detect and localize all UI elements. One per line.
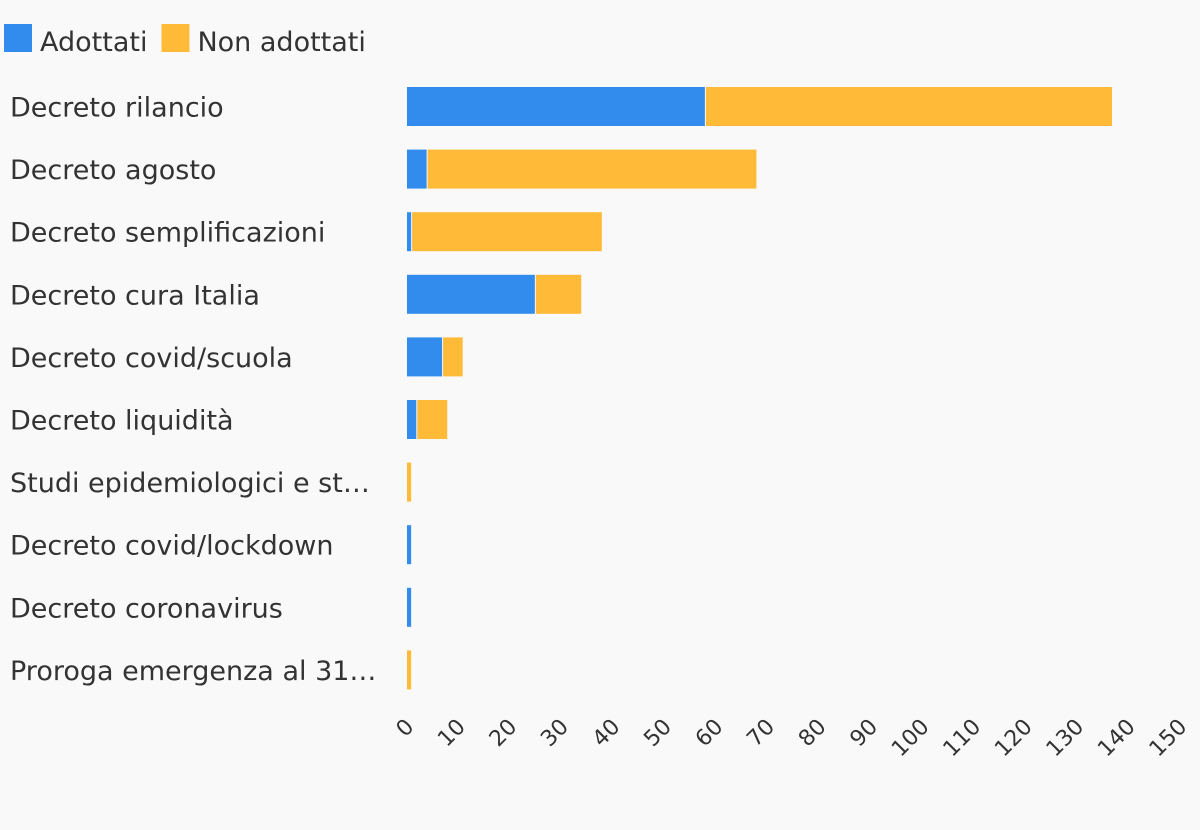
category-label: Decreto covid/scuola xyxy=(10,343,293,374)
bar-segment-adottati xyxy=(407,87,705,126)
x-tick-label: 140 xyxy=(1093,715,1140,762)
category-label: Decreto covid/lockdown xyxy=(10,531,334,562)
x-tick-label: 40 xyxy=(588,715,625,752)
category-label: Studi epidemiologici e st… xyxy=(10,468,370,499)
category-label: Decreto coronavirus xyxy=(10,593,283,624)
x-tick-label: 20 xyxy=(485,715,522,752)
bar-segment-adottati xyxy=(407,525,412,565)
category-label: Decreto agosto xyxy=(10,155,216,186)
bar-segment-non-adottati xyxy=(705,87,1113,126)
bar-segment-non-adottati xyxy=(443,337,463,377)
x-tick-label: 50 xyxy=(639,715,676,752)
legend-swatch-non-adottati xyxy=(161,24,190,52)
bar-segment-adottati xyxy=(407,149,427,189)
x-tick-label: 130 xyxy=(1042,715,1089,762)
x-tick-label: 90 xyxy=(846,715,883,752)
bar-segment-non-adottati xyxy=(412,212,602,252)
category-label: Decreto semplificazioni xyxy=(10,218,325,249)
x-tick-label: 0 xyxy=(392,715,420,743)
x-tick-label: 100 xyxy=(887,715,934,762)
bar-segment-adottati xyxy=(407,212,412,252)
bar-segment-non-adottati xyxy=(535,274,582,314)
legend-swatch-adottati xyxy=(4,24,32,52)
bar-segment-adottati xyxy=(407,337,443,377)
x-tick-label: 150 xyxy=(1145,715,1192,762)
bar-segment-non-adottati xyxy=(417,400,448,439)
legend-label-adottati: Adottati xyxy=(40,27,147,58)
category-label: Proroga emergenza al 31… xyxy=(10,656,376,687)
x-tick-label: 10 xyxy=(433,715,470,752)
x-tick-label: 70 xyxy=(742,715,779,752)
x-tick-label: 30 xyxy=(536,715,573,752)
x-tick-label: 80 xyxy=(794,715,831,752)
legend-label-non-adottati: Non adottati xyxy=(197,27,365,58)
bar-segment-adottati xyxy=(407,587,412,627)
x-tick-label: 110 xyxy=(939,715,986,762)
bar-segment-non-adottati xyxy=(407,650,412,690)
category-label: Decreto rilancio xyxy=(10,93,224,124)
x-tick-label: 60 xyxy=(691,715,728,752)
x-tick-label: 120 xyxy=(990,715,1037,762)
category-label: Decreto liquidità xyxy=(10,406,234,437)
bar-segment-non-adottati xyxy=(407,462,412,502)
bar-segment-adottati xyxy=(407,274,535,314)
category-label: Decreto cura Italia xyxy=(10,280,260,311)
bar-segment-non-adottati xyxy=(427,149,757,189)
bar-segment-adottati xyxy=(407,400,417,439)
